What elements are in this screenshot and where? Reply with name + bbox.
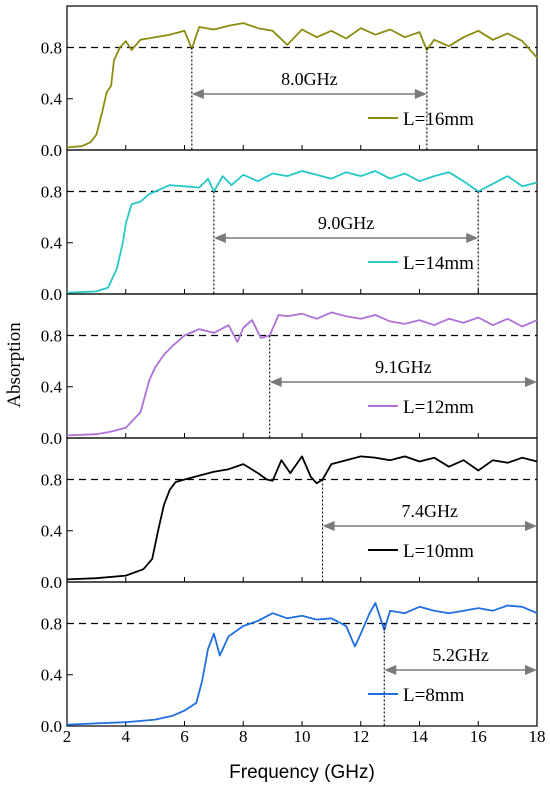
absorption-curve	[66, 22, 538, 149]
x-axis-ticks: 2 4 6 8 10 12 14 16 18	[63, 727, 546, 746]
y-tick-label: 0.0	[41, 573, 62, 592]
bandwidth-label: 8.0GHz	[281, 69, 338, 89]
absorption-curve	[66, 170, 538, 294]
y-tick-label: 0.8	[41, 614, 62, 633]
y-tick-label: 0.4	[41, 378, 63, 397]
bandwidth-arrow-head-right	[414, 89, 427, 99]
absorption-curve	[66, 311, 538, 437]
y-tick-label: 0.4	[41, 522, 63, 541]
bandwidth-label: 9.1GHz	[375, 357, 432, 377]
x-axis-label: Frequency (GHz)	[229, 762, 375, 783]
x-tick-label: 10	[294, 727, 311, 746]
absorption-curve	[66, 602, 538, 726]
panel-3: 0.0 0.4 0.8 9.1GHz L=12mm	[41, 293, 538, 448]
bandwidth-arrow-head-left	[384, 665, 397, 675]
absorption-curve	[66, 455, 538, 581]
bandwidth-arrow-head-left	[213, 233, 226, 243]
y-tick-label: 0.8	[41, 326, 62, 345]
legend-label: L=16mm	[403, 109, 474, 130]
bandwidth-arrow-head-left	[191, 89, 204, 99]
bandwidth-arrow-head-left	[269, 377, 282, 387]
bandwidth-arrow-head-right	[525, 665, 537, 675]
x-tick-label: 12	[352, 727, 369, 746]
y-tick-label: 0.0	[41, 141, 62, 160]
panel-1: 0.0 0.4 0.8 8.0GHz L=16mm	[41, 5, 538, 160]
legend-label: L=12mm	[403, 397, 474, 418]
bandwidth-label: 9.0GHz	[318, 213, 375, 233]
x-tick-label: 8	[239, 727, 248, 746]
x-tick-label: 2	[63, 727, 72, 746]
y-tick-label: 0.8	[41, 182, 62, 201]
y-tick-label: 0.4	[41, 666, 63, 685]
x-tick-label: 6	[180, 727, 189, 746]
x-tick-label: 4	[122, 727, 131, 746]
y-tick-label: 0.0	[41, 429, 62, 448]
x-tick-label: 18	[529, 727, 546, 746]
legend-label: L=10mm	[403, 541, 474, 562]
legend-label: L=14mm	[403, 253, 474, 274]
x-tick-label: 14	[411, 727, 429, 746]
panel-4: 0.0 0.4 0.8 7.4GHz L=10mm	[41, 437, 538, 592]
y-tick-label: 0.4	[41, 234, 63, 253]
bandwidth-arrow-head-left	[322, 521, 335, 531]
y-tick-label: 0.8	[41, 38, 62, 57]
bandwidth-label: 7.4GHz	[402, 501, 459, 521]
panel-5: 0.0 0.4 0.8 5.2GHz L=8mm	[41, 581, 538, 736]
bandwidth-arrow-head-right	[525, 377, 537, 387]
y-axis-label: Absorption	[4, 322, 25, 408]
y-tick-label: 0.0	[41, 285, 62, 304]
panels: 0.0 0.4 0.8 8.0GHz L=16mm 0.0 0.4 0.8 9.0GHz L=14…	[41, 5, 538, 736]
x-tick-label: 16	[470, 727, 487, 746]
y-tick-label: 0.0	[41, 717, 62, 736]
y-tick-label: 0.4	[41, 90, 63, 109]
legend-label: L=8mm	[403, 685, 465, 706]
y-tick-label: 0.8	[41, 470, 62, 489]
bandwidth-label: 5.2GHz	[432, 645, 489, 665]
bandwidth-arrow-head-right	[466, 233, 479, 243]
panel-2: 0.0 0.4 0.8 9.0GHz L=14mm	[41, 149, 538, 304]
bandwidth-arrow-head-right	[525, 521, 537, 531]
